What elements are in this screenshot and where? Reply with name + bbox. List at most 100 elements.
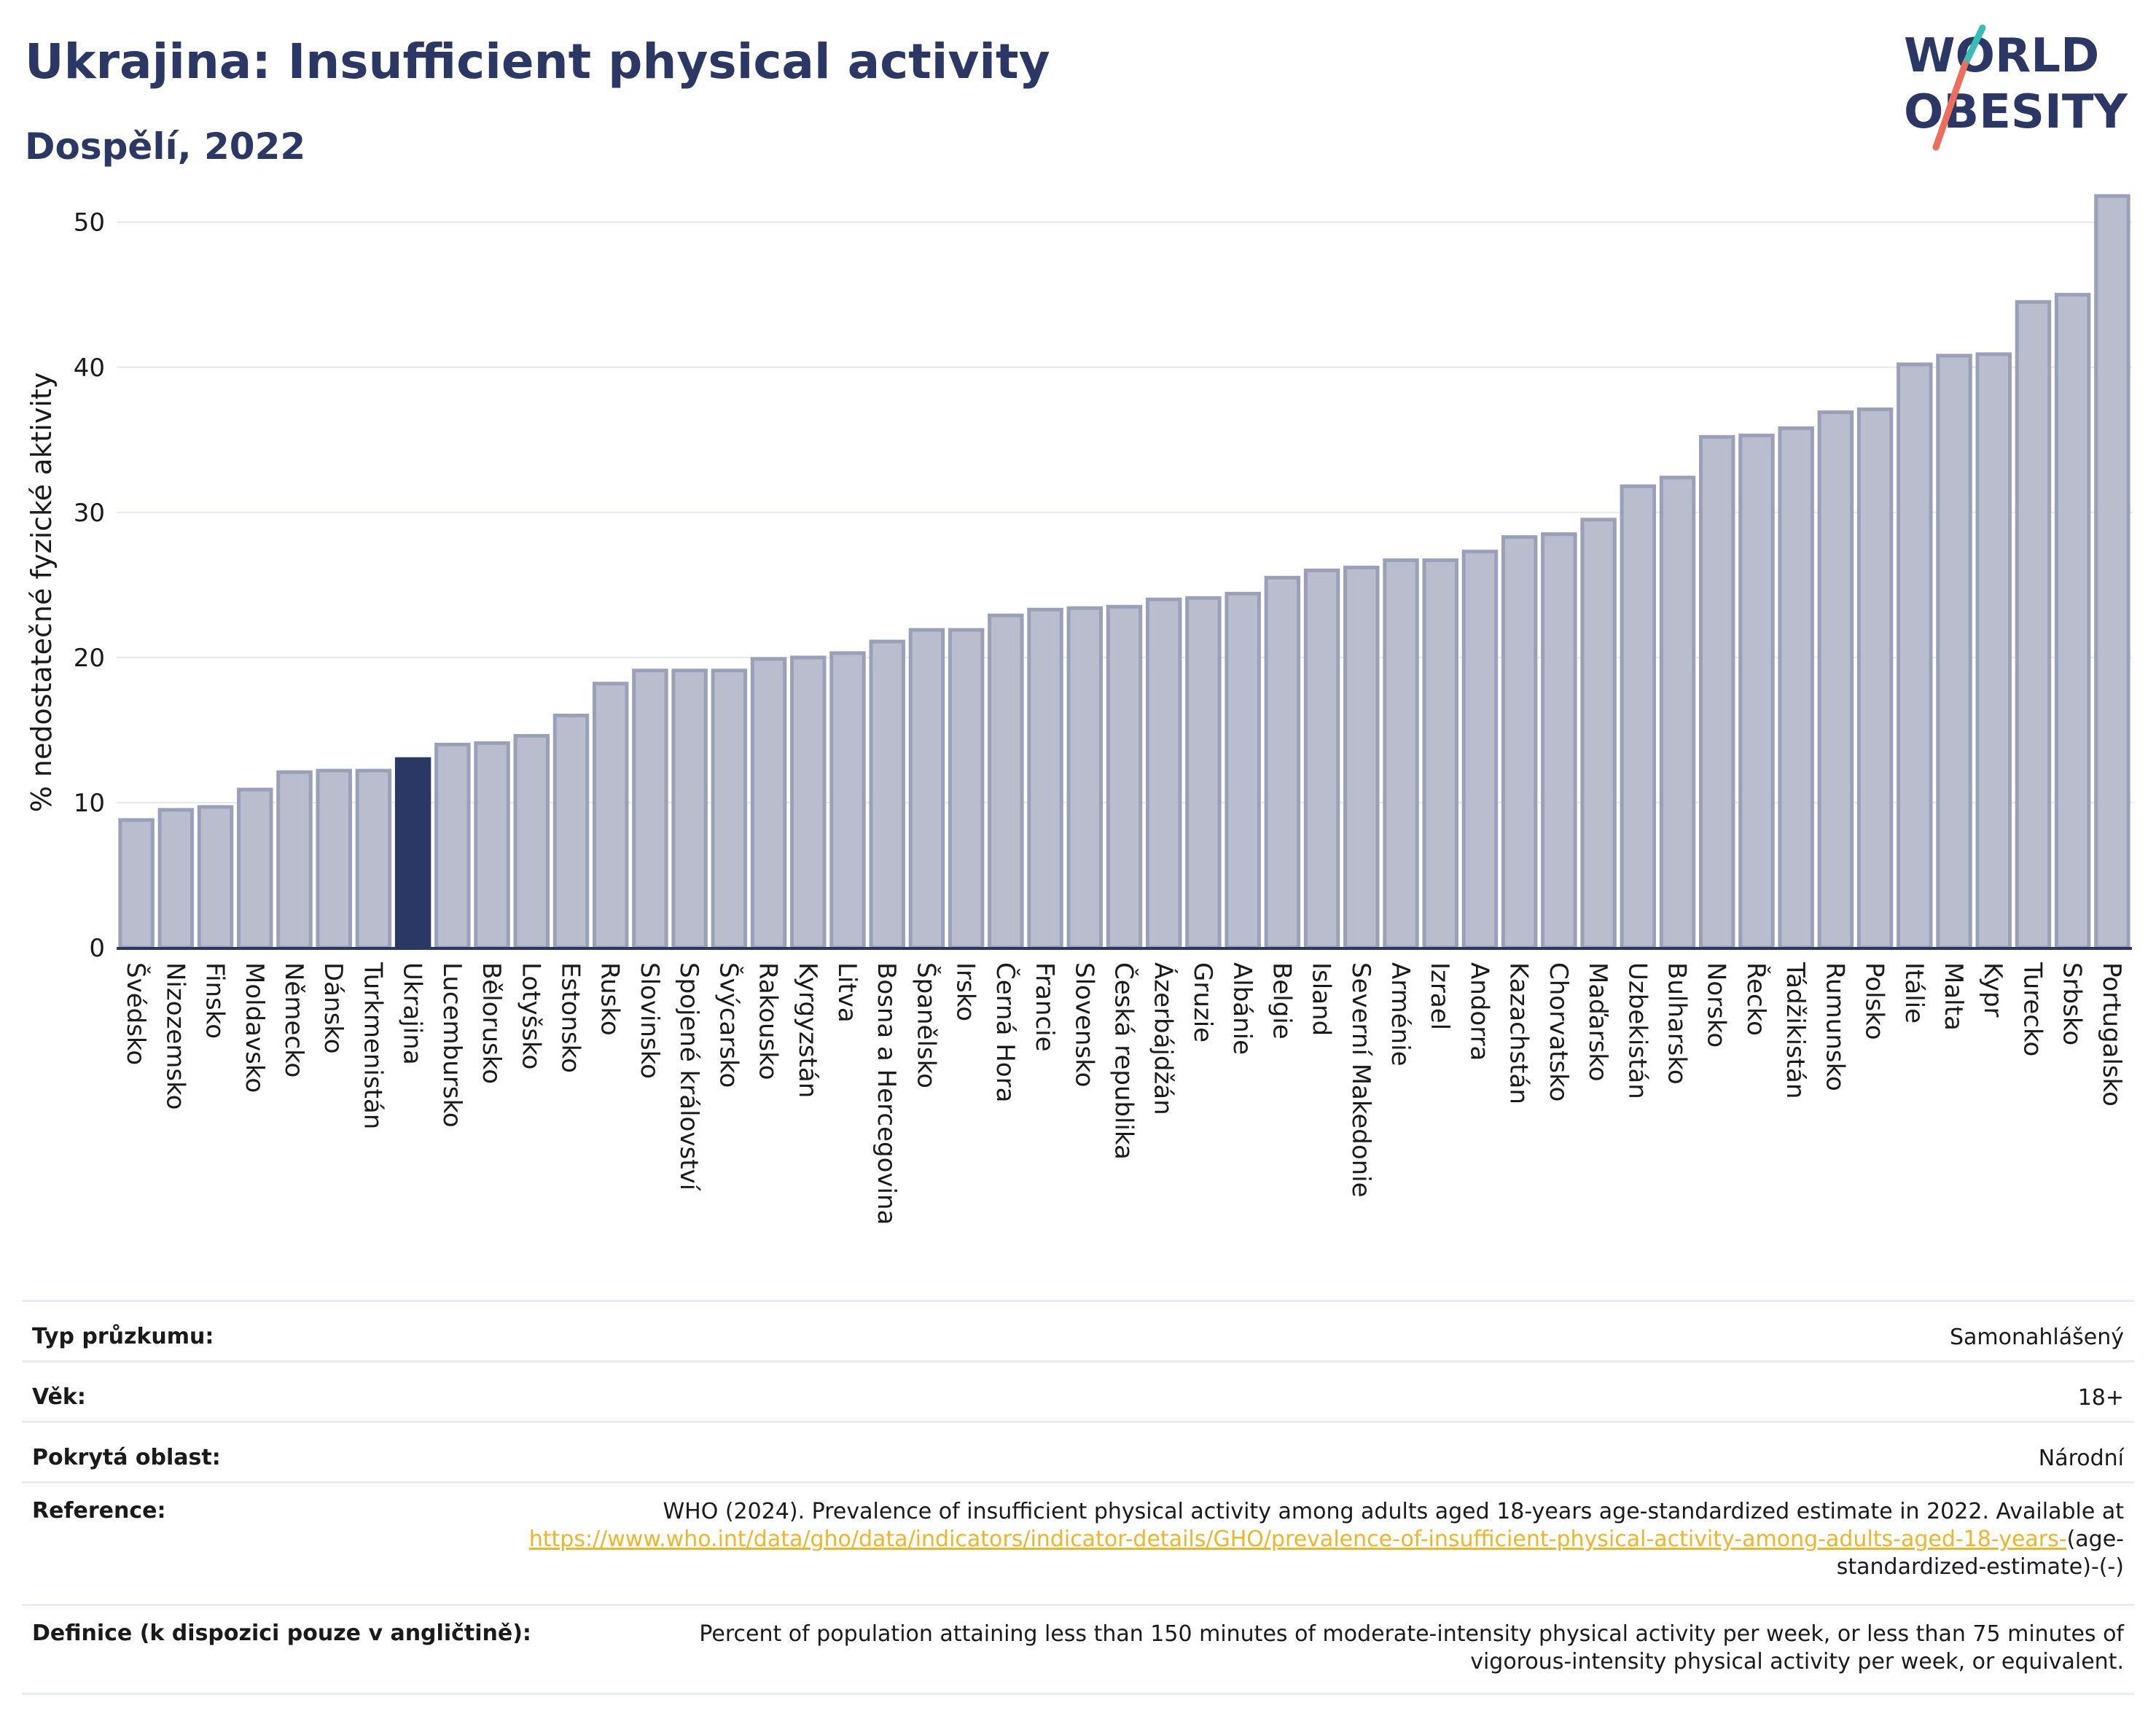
- survey-type-label: Typ průzkumu:: [32, 1324, 214, 1349]
- x-category-label: Bělorusko: [477, 962, 506, 1084]
- x-category-label: Česká republika: [1109, 962, 1139, 1160]
- bar-country: [474, 741, 510, 950]
- y-tick-label: 10: [74, 789, 105, 818]
- x-category-label: Bosna a Hercegovina: [872, 962, 901, 1225]
- x-category-label: Srbsko: [2058, 962, 2087, 1045]
- bar-country: [790, 655, 827, 950]
- bar-country: [1383, 558, 1419, 950]
- x-category-label: Lotyšsko: [516, 962, 545, 1069]
- logo-slash-teal: [1961, 24, 1986, 68]
- age-value: 18+: [2077, 1385, 2124, 1411]
- x-category-label: Malta: [1939, 962, 1968, 1031]
- bar-country: [2015, 300, 2052, 950]
- x-category-label: Francie: [1030, 962, 1059, 1052]
- y-tick-label: 50: [74, 208, 105, 238]
- bar-country: [1303, 568, 1340, 950]
- bar-chart: 0 10 20 30 40 50 Švédsko Nizozemsko Finsko Molda…: [26, 194, 2132, 1225]
- y-tick-label: 40: [74, 354, 105, 383]
- x-category-label: Kyrgyzstán: [793, 962, 822, 1098]
- y-axis-title: % nedostatečné fyzické aktivity: [26, 373, 58, 813]
- chart-subtitle: Dospělí, 2022: [25, 125, 306, 168]
- x-category-label: Irsko: [951, 962, 980, 1021]
- bar-country: [1897, 362, 1933, 950]
- reference-label: Reference:: [32, 1498, 166, 1524]
- x-category-label: Německo: [279, 962, 308, 1077]
- x-category-label: Belgie: [1267, 962, 1296, 1040]
- x-category-label: Španělsko: [911, 962, 941, 1088]
- definition-label: Definice (k dispozici pouze v angličtině…: [32, 1621, 531, 1646]
- x-category-label: Slovensko: [1069, 962, 1098, 1087]
- bar-country: [632, 668, 668, 950]
- bar-country: [157, 808, 195, 950]
- x-category-label: Uzbekistán: [1622, 962, 1652, 1099]
- x-category-label: Maďarsko: [1583, 962, 1612, 1082]
- bar-country: [1145, 597, 1182, 950]
- x-category-label: Albánie: [1227, 962, 1257, 1055]
- x-category-label: Moldavsko: [240, 962, 269, 1093]
- bar-country: [118, 818, 155, 950]
- bar-country: [1066, 606, 1104, 950]
- y-tick-label: 20: [74, 644, 105, 673]
- x-category-label: Řecko: [1741, 962, 1771, 1036]
- x-category-label: Turkmenistán: [358, 962, 387, 1129]
- bar-country: [2054, 292, 2091, 950]
- bar-country: [1541, 532, 1577, 950]
- x-category-label: Andorra: [1464, 962, 1493, 1061]
- bar-country: [948, 628, 985, 950]
- logo-slash-coral: [1932, 61, 1969, 151]
- reference-suffix: (age-standardized-estimate)-(-): [1836, 1527, 2124, 1580]
- bar-country: [869, 639, 905, 950]
- bar-country: [316, 768, 352, 950]
- x-category-label: Severní Makedonie: [1346, 962, 1375, 1198]
- info-row-definition: Definice (k dispozici pouze v angličtině…: [22, 1604, 2134, 1695]
- bar-country: [1778, 426, 1814, 950]
- bar-country: [1659, 475, 1696, 950]
- bar-country: [1817, 410, 1854, 950]
- bar-country: [276, 770, 313, 950]
- bar-country: [1580, 518, 1617, 950]
- area-label: Pokrytá oblast:: [32, 1445, 221, 1470]
- x-category-label: Rusko: [595, 962, 625, 1036]
- bar-country: [1620, 484, 1657, 950]
- x-category-label: Nizozemsko: [160, 962, 190, 1110]
- bar-country: [434, 742, 471, 950]
- bar-country: [1185, 596, 1222, 950]
- bar-country: [908, 628, 945, 950]
- bar-country: [1027, 607, 1063, 950]
- x-category-label: Izrael: [1425, 962, 1454, 1030]
- bar-country: [513, 733, 550, 950]
- y-tick-label: 0: [89, 934, 105, 963]
- x-category-label: Finsko: [200, 962, 230, 1039]
- bar-country: [355, 768, 392, 950]
- bar-country: [1461, 550, 1499, 950]
- x-category-label: Lucembursko: [437, 962, 466, 1128]
- info-row-area: Pokrytá oblast: Národní: [22, 1421, 2134, 1481]
- bar-country: [829, 651, 866, 950]
- x-category-label: Švýcarsko: [714, 962, 743, 1088]
- bar-country: [671, 668, 708, 950]
- bars: [118, 194, 2130, 950]
- bar-country: [1106, 604, 1143, 950]
- x-category-label: Ukrajina: [398, 962, 427, 1065]
- x-category-label: Turecko: [2018, 962, 2047, 1056]
- bar-highlight: [394, 757, 431, 950]
- x-category-label: Chorvatsko: [1544, 962, 1573, 1102]
- bar-country: [711, 668, 748, 950]
- y-tick-labels: 0 10 20 30 40 50: [74, 208, 105, 963]
- logo-world-text: WORLD: [1904, 29, 2099, 83]
- x-category-label: Litva: [832, 962, 862, 1023]
- bar-country: [1975, 352, 2012, 950]
- x-category-label: Portugalsko: [2097, 962, 2126, 1107]
- chart-title: Ukrajina: Insufficient physical activity: [25, 34, 1050, 90]
- info-row-age: Věk: 18+: [22, 1360, 2134, 1421]
- x-category-label: Dánsko: [319, 962, 348, 1054]
- reference-value: WHO (2024). Prevalence of insufficient p…: [520, 1498, 2124, 1581]
- x-category-label: Tádžikistán: [1781, 962, 1810, 1099]
- bar-country: [1501, 535, 1538, 950]
- x-category-label: Černá Hora: [991, 962, 1020, 1102]
- definition-value: Percent of population attaining less tha…: [699, 1621, 2124, 1674]
- reference-link[interactable]: https://www.who.int/data/gho/data/indica…: [528, 1527, 2067, 1552]
- bar-country: [1225, 591, 1261, 950]
- x-category-label: Bulharsko: [1663, 962, 1692, 1085]
- info-table: Typ průzkumu: Samonahlášený Věk: 18+ Pok…: [22, 1300, 2134, 1695]
